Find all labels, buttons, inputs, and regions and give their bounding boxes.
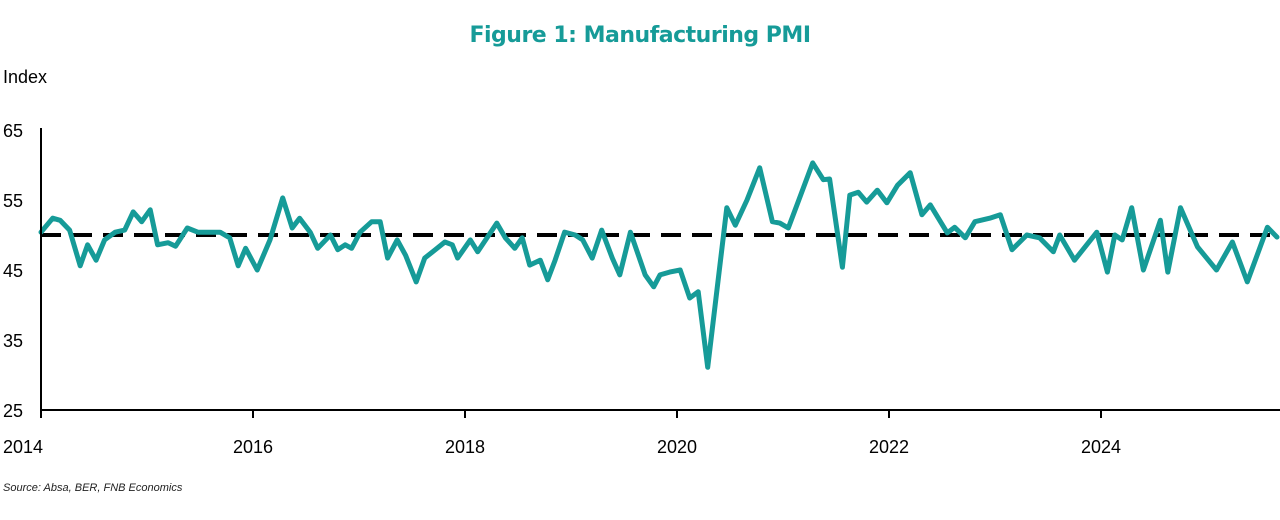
x-tick-label: 2020	[657, 437, 697, 457]
source-note: Source: Absa, BER, FNB Economics	[3, 482, 183, 494]
pmi-series-line	[38, 160, 1280, 370]
x-tick-label: 2024	[1081, 437, 1121, 457]
y-tick-label: 55	[3, 191, 23, 211]
y-tick-label: 45	[3, 261, 23, 281]
x-tick-label: 2022	[869, 437, 909, 457]
y-tick-label: 25	[3, 401, 23, 421]
x-tick-label: 2016	[233, 437, 273, 457]
chart-title: Figure 1: Manufacturing PMI	[469, 23, 810, 48]
y-axis-label: Index	[3, 67, 47, 87]
x-tick-label: 2018	[445, 437, 485, 457]
x-tick-label: 2014	[3, 437, 43, 457]
y-tick-label: 35	[3, 331, 23, 351]
y-tick-label: 65	[3, 121, 23, 141]
